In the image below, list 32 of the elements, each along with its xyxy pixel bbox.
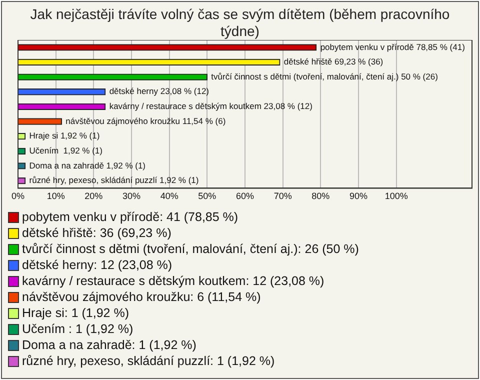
- chart-title: Jak nejčastěji trávíte volný čas se svým dítětem (během pracovního týdne): [29, 6, 451, 40]
- legend-label: návštěvou zájmového kroužku: 6 (11,54 %): [22, 289, 261, 305]
- data-label: tvůrčí činnost s dětmi (tvoření, malování, čtení aj.) 50 % (26): [211, 71, 438, 82]
- legend-label: dětské hřiště: 36 (69,23 %): [22, 225, 172, 241]
- x-tick-label: 60%: [236, 191, 254, 202]
- legend-label: Učením : 1 (1,92 %): [22, 321, 134, 337]
- legend-label: kavárny / restaurace s dětským koutkem: 12 (23,08 %): [22, 273, 324, 289]
- legend-label: dětské herny: 12 (23,08 %): [22, 257, 172, 273]
- data-label: Doma a na zahradě 1,92 % (1): [29, 160, 146, 170]
- data-label: návštěvou zájmového kroužku 11,54 % (6): [66, 116, 226, 126]
- x-tick-label: 0%: [11, 191, 25, 202]
- data-label: pobytem venku v přírodě 78,85 % (41): [320, 42, 466, 52]
- x-tick-label: 40%: [160, 191, 178, 202]
- data-label: dětské herny 23,08 % (12): [109, 86, 210, 96]
- data-label: Hraje si 1,92 % (1): [29, 130, 100, 141]
- legend-label: pobytem venku v přírodě: 41 (78,85 %): [22, 209, 238, 225]
- legend-label: tvůrčí činnost s dětmi (tvoření, malování, čtení aj.): 26 (50 %): [22, 241, 359, 257]
- x-tick-label: 80%: [312, 191, 330, 202]
- data-label: dětské hřiště 69,23 % (36): [284, 56, 384, 67]
- x-tick-label: 50%: [198, 191, 216, 202]
- legend-label: Hraje si: 1 (1,92 %): [22, 305, 129, 321]
- x-tick-label: 10%: [46, 191, 65, 202]
- data-label: Učením 1,92 % (1): [29, 145, 103, 156]
- x-tick-label: 20%: [84, 191, 103, 202]
- x-tick-label: 90%: [349, 191, 368, 202]
- data-label: kavárny / restaurace s dětským koutkem 23,08 % (12): [109, 101, 313, 112]
- legend-label: různé hry, pexeso, skládání puzzlí: 1 (1,92 %): [22, 353, 275, 369]
- legend-label: Doma a na zahradě: 1 (1,92 %): [22, 337, 196, 353]
- x-tick-label: 100%: [384, 191, 408, 202]
- x-tick-label: 30%: [122, 191, 141, 202]
- data-label: různé hry, pexeso, skládání puzzlí 1,92 % (1): [29, 175, 199, 186]
- x-tick-label: 70%: [274, 191, 292, 202]
